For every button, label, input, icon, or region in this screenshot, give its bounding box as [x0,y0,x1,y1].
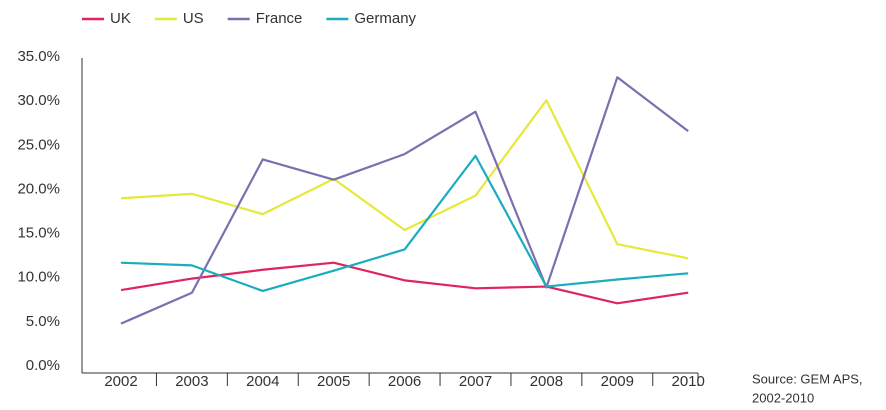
x-tick-label: 2009 [601,373,634,390]
y-tick-label: 20.0% [17,180,60,197]
source-note: Source: GEM APS, [752,371,863,386]
x-tick-label: 2006 [388,373,421,390]
series-line [120,154,689,293]
series-line [120,76,689,325]
x-tick-label: 2007 [459,373,492,390]
series-line [120,261,689,305]
legend-label: US [183,10,204,27]
x-tick-label: 2002 [104,373,137,390]
x-tick-label: 2010 [672,373,705,390]
legend-label: UK [110,10,131,27]
y-tick-label: 10.0% [17,269,60,286]
x-tick-label: 2003 [175,373,208,390]
x-tick-label: 2005 [317,373,350,390]
x-tick-label: 2004 [246,373,279,390]
y-tick-label: 15.0% [17,225,60,242]
x-tick-label: 2008 [530,373,563,390]
series-line [120,99,689,260]
y-tick-label: 0.0% [26,357,60,374]
legend-label: Germany [354,10,416,27]
y-tick-label: 35.0% [17,48,60,65]
source-note: 2002-2010 [752,390,814,405]
y-tick-label: 30.0% [17,92,60,109]
legend-label: France [256,10,303,27]
y-tick-label: 25.0% [17,136,60,153]
y-tick-label: 5.0% [26,313,60,330]
